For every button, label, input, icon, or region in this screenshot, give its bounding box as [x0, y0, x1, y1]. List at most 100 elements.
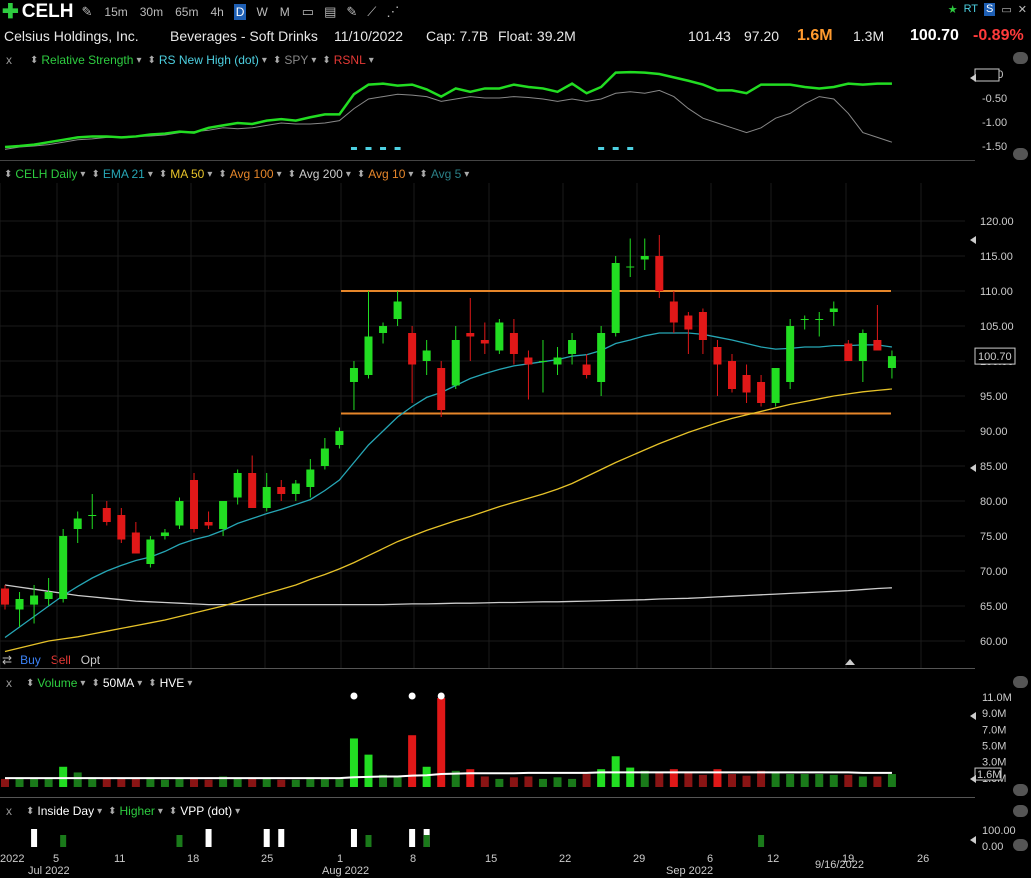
- inside-legend-item-2[interactable]: ⬍ VPP (dot) ▾: [169, 804, 240, 818]
- move-handle-icon[interactable]: ⬍: [419, 168, 428, 180]
- price-legend-item-4[interactable]: ⬍ Avg 200 ▾: [288, 167, 351, 181]
- candle-body: [88, 515, 97, 516]
- higher-bar: [423, 835, 430, 847]
- move-handle-icon[interactable]: ⬍: [26, 677, 35, 689]
- industry[interactable]: Beverages - Soft Drinks: [170, 28, 318, 44]
- timeframe-30m[interactable]: 30m: [139, 5, 164, 19]
- inside-panel-close[interactable]: x: [6, 804, 12, 818]
- symbol-box[interactable]: ✚ CELH: [2, 1, 74, 23]
- candle-body: [786, 326, 795, 382]
- close-icon[interactable]: ✕: [1017, 4, 1027, 16]
- sell-button[interactable]: Sell: [50, 653, 71, 667]
- tv-icon[interactable]: ▭: [301, 4, 315, 19]
- rs-legend-item-2[interactable]: ⬍ SPY ▾: [273, 53, 316, 67]
- move-handle-icon[interactable]: ⬍: [91, 677, 100, 689]
- move-handle-icon[interactable]: ⬍: [30, 54, 39, 66]
- price-axis-label: 115.00: [980, 251, 1013, 263]
- volume-legend-label: Volume: [37, 676, 78, 690]
- volume-axis-label: 9.0M: [982, 708, 1006, 720]
- volume-legend-item-0[interactable]: ⬍ Volume ▾: [26, 676, 85, 690]
- move-handle-icon[interactable]: ⬍: [322, 54, 331, 66]
- volume-bar: [335, 778, 344, 787]
- timeframe-m[interactable]: M: [279, 5, 290, 19]
- price-legend-item-5[interactable]: ⬍ Avg 10 ▾: [357, 167, 414, 181]
- dropdown-icon[interactable]: ▾: [368, 54, 374, 66]
- pencil-icon[interactable]: ✎: [346, 4, 358, 19]
- dropdown-icon[interactable]: ▾: [97, 805, 103, 817]
- timeframe-15m[interactable]: 15m: [104, 5, 128, 19]
- move-handle-icon[interactable]: ⬍: [147, 54, 156, 66]
- dropdown-icon[interactable]: ▾: [276, 168, 282, 180]
- move-handle-icon[interactable]: ⬍: [4, 168, 13, 180]
- inside-day-bar: [278, 829, 285, 847]
- price-legend-item-6[interactable]: ⬍ Avg 5 ▾: [419, 167, 469, 181]
- rs-current-box: [974, 68, 1000, 82]
- dropdown-icon[interactable]: ▾: [147, 168, 153, 180]
- higher-bar: [758, 835, 765, 847]
- dropdown-icon[interactable]: ▾: [187, 677, 193, 689]
- dropdown-icon[interactable]: ▾: [464, 168, 470, 180]
- move-handle-icon[interactable]: ⬍: [272, 54, 282, 66]
- x-axis-label: 26: [917, 853, 929, 865]
- dropdown-icon[interactable]: ▾: [408, 168, 414, 180]
- move-handle-icon[interactable]: ⬍: [26, 805, 35, 817]
- volume-panel-header: x ⬍ Volume ▾ ⬍ 50MA ▾ ⬍ HVE ▾: [6, 676, 192, 690]
- move-handle-icon[interactable]: ⬍: [287, 168, 296, 180]
- dropdown-icon[interactable]: ▾: [261, 54, 267, 66]
- opt-button[interactable]: Opt: [80, 653, 101, 667]
- dropdown-icon[interactable]: ▾: [80, 677, 86, 689]
- dropdown-icon[interactable]: ▾: [137, 677, 143, 689]
- volume-50ma-line: [5, 771, 892, 780]
- price-legend-item-1[interactable]: ⬍ EMA 21 ▾: [91, 167, 152, 181]
- window-icon[interactable]: ▭: [1001, 4, 1012, 16]
- dropdown-icon[interactable]: ▾: [235, 805, 241, 817]
- draw-icon[interactable]: ⟋: [367, 4, 377, 19]
- move-handle-icon[interactable]: ⬍: [218, 168, 227, 180]
- candle-body: [495, 322, 504, 351]
- swap-icon[interactable]: ⇄: [2, 653, 13, 667]
- rs-legend-item-0[interactable]: ⬍ Relative Strength ▾: [30, 53, 141, 67]
- dropdown-icon[interactable]: ▾: [207, 168, 213, 180]
- move-handle-icon[interactable]: ⬍: [148, 677, 157, 689]
- rt-icon[interactable]: RT: [964, 3, 978, 16]
- buy-button[interactable]: Buy: [20, 653, 41, 667]
- dropdown-icon[interactable]: ▾: [157, 805, 163, 817]
- x-axis-month-label: Aug 2022: [322, 865, 369, 877]
- price-legend-item-2[interactable]: ⬍ MA 50 ▾: [159, 167, 212, 181]
- rs-legend-item-1[interactable]: ⬍ RS New High (dot) ▾: [147, 53, 266, 67]
- volume-panel-close[interactable]: x: [6, 676, 12, 690]
- dropdown-icon[interactable]: ▾: [311, 54, 317, 66]
- notes-icon[interactable]: ▤: [324, 4, 337, 19]
- volume-bar: [30, 778, 39, 787]
- volume-legend-item-2[interactable]: ⬍ HVE ▾: [148, 676, 192, 690]
- timeframe-d[interactable]: D: [233, 4, 247, 20]
- inside-legend-item-1[interactable]: ⬍ Higher ▾: [108, 804, 163, 818]
- add-symbol-icon[interactable]: ✚: [2, 1, 19, 23]
- ticker-symbol[interactable]: CELH: [21, 1, 74, 22]
- timeframe-w[interactable]: W: [256, 5, 268, 19]
- s-icon[interactable]: S: [984, 3, 996, 16]
- volume-legend-item-1[interactable]: ⬍ 50MA ▾: [91, 676, 142, 690]
- move-handle-icon[interactable]: ⬍: [91, 168, 100, 180]
- move-handle-icon[interactable]: ⬍: [158, 168, 168, 180]
- dropdown-icon[interactable]: ▾: [136, 54, 142, 66]
- move-handle-icon[interactable]: ⬍: [168, 805, 178, 817]
- price-legend-item-3[interactable]: ⬍ Avg 100 ▾: [218, 167, 281, 181]
- move-handle-icon[interactable]: ⬍: [108, 805, 117, 817]
- rs-axis-label: -1.50: [982, 141, 1007, 153]
- move-handle-icon[interactable]: ⬍: [356, 168, 366, 180]
- dropdown-icon[interactable]: ▾: [80, 168, 86, 180]
- rs-legend-item-3[interactable]: ⬍ RSNL ▾: [322, 53, 373, 67]
- chart-type-icon[interactable]: ✎: [81, 4, 93, 19]
- share-icon[interactable]: ⋰: [386, 4, 400, 19]
- volume-bar: [844, 774, 853, 787]
- dropdown-icon[interactable]: ▾: [345, 168, 351, 180]
- price-legend-item-0[interactable]: ⬍ CELH Daily ▾: [4, 167, 85, 181]
- inside-legend-item-0[interactable]: ⬍ Inside Day ▾: [26, 804, 102, 818]
- volume-bar: [524, 776, 533, 787]
- timeframe-65m[interactable]: 65m: [175, 5, 199, 19]
- timeframe-4h[interactable]: 4h: [210, 5, 224, 19]
- rs-panel-close[interactable]: x: [6, 53, 12, 67]
- star-icon[interactable]: ★: [947, 4, 958, 16]
